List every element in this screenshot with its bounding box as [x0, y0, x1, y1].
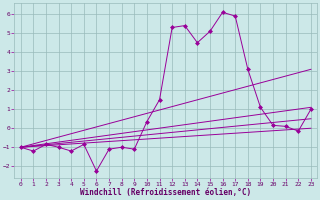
X-axis label: Windchill (Refroidissement éolien,°C): Windchill (Refroidissement éolien,°C)	[80, 188, 252, 197]
